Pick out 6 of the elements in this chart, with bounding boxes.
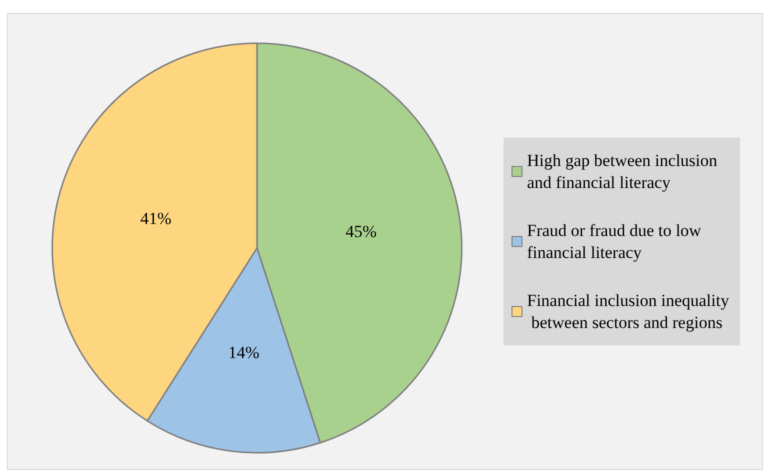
- data-label: 45%: [345, 222, 377, 242]
- legend-label: Fraud or fraud due to low financial literacy: [527, 221, 706, 262]
- legend-label: Financial inclusion inequality between sectors and regions: [527, 291, 730, 332]
- data-label: 41%: [140, 209, 172, 228]
- legend-label: High gap between inclusion and financial literacy: [527, 151, 722, 192]
- data-label: 14%: [228, 343, 260, 362]
